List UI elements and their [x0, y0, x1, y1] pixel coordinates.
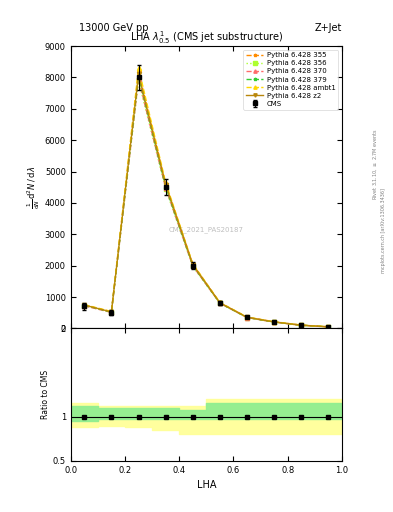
Pythia 6.428 370	[82, 303, 86, 309]
Pythia 6.428 ambt1	[299, 322, 303, 328]
Pythia 6.428 356	[244, 314, 250, 321]
Pythia 6.428 356	[109, 309, 114, 315]
Pythia 6.428 379	[326, 324, 331, 330]
Line: Pythia 6.428 ambt1: Pythia 6.428 ambt1	[82, 66, 331, 329]
Pythia 6.428 z2	[163, 182, 168, 188]
Pythia 6.428 356	[272, 319, 276, 325]
Pythia 6.428 ambt1	[190, 261, 195, 267]
Pythia 6.428 379	[109, 309, 114, 315]
Pythia 6.428 ambt1	[136, 65, 141, 71]
Pythia 6.428 355	[82, 302, 86, 308]
Pythia 6.428 356	[299, 322, 303, 328]
Pythia 6.428 355	[218, 300, 222, 306]
Pythia 6.428 370	[244, 314, 250, 321]
Pythia 6.428 370	[272, 319, 276, 325]
Pythia 6.428 379	[163, 184, 168, 190]
Pythia 6.428 356	[218, 300, 222, 306]
Pythia 6.428 z2	[299, 322, 303, 328]
Text: Rivet 3.1.10, $\geq$ 2.7M events: Rivet 3.1.10, $\geq$ 2.7M events	[371, 128, 379, 200]
Pythia 6.428 ambt1	[218, 300, 222, 306]
Pythia 6.428 z2	[82, 302, 86, 308]
Pythia 6.428 370	[299, 322, 303, 328]
Pythia 6.428 379	[82, 302, 86, 308]
Pythia 6.428 379	[272, 319, 276, 325]
Pythia 6.428 370	[218, 300, 222, 306]
Pythia 6.428 z2	[326, 324, 331, 330]
Pythia 6.428 370	[163, 185, 168, 191]
Pythia 6.428 z2	[136, 71, 141, 77]
Pythia 6.428 356	[136, 77, 141, 83]
Line: Pythia 6.428 379: Pythia 6.428 379	[82, 74, 331, 329]
Line: Pythia 6.428 z2: Pythia 6.428 z2	[82, 72, 331, 329]
Pythia 6.428 355	[109, 309, 114, 315]
Legend: Pythia 6.428 355, Pythia 6.428 356, Pythia 6.428 370, Pythia 6.428 379, Pythia 6: Pythia 6.428 355, Pythia 6.428 356, Pyth…	[243, 50, 338, 110]
Pythia 6.428 356	[190, 263, 195, 269]
Pythia 6.428 355	[244, 314, 250, 320]
Pythia 6.428 ambt1	[272, 318, 276, 325]
Pythia 6.428 379	[244, 314, 250, 321]
Pythia 6.428 356	[163, 186, 168, 192]
Pythia 6.428 379	[136, 73, 141, 79]
Pythia 6.428 ambt1	[326, 324, 331, 330]
Pythia 6.428 355	[299, 322, 303, 328]
Pythia 6.428 z2	[218, 300, 222, 306]
Pythia 6.428 370	[326, 324, 331, 330]
Pythia 6.428 z2	[109, 309, 114, 315]
Pythia 6.428 356	[82, 303, 86, 309]
Pythia 6.428 355	[163, 181, 168, 187]
Pythia 6.428 355	[136, 68, 141, 74]
Pythia 6.428 ambt1	[244, 314, 250, 320]
Pythia 6.428 379	[190, 262, 195, 268]
Text: Z+Jet: Z+Jet	[314, 23, 342, 33]
Pythia 6.428 355	[272, 319, 276, 325]
Pythia 6.428 z2	[272, 319, 276, 325]
Y-axis label: $\frac{1}{\mathrm{d}N}\,\mathrm{d}^2N\,/\,\mathrm{d}\lambda$: $\frac{1}{\mathrm{d}N}\,\mathrm{d}^2N\,/…	[26, 166, 42, 209]
Text: 13000 GeV pp: 13000 GeV pp	[79, 23, 148, 33]
Pythia 6.428 370	[190, 263, 195, 269]
Line: Pythia 6.428 355: Pythia 6.428 355	[82, 69, 331, 329]
Pythia 6.428 ambt1	[82, 302, 86, 308]
Title: LHA $\lambda^{1}_{0.5}$ (CMS jet substructure): LHA $\lambda^{1}_{0.5}$ (CMS jet substru…	[130, 29, 283, 46]
Pythia 6.428 z2	[190, 262, 195, 268]
Pythia 6.428 370	[136, 76, 141, 82]
Line: Pythia 6.428 370: Pythia 6.428 370	[82, 77, 331, 329]
Pythia 6.428 ambt1	[109, 308, 114, 314]
Pythia 6.428 379	[218, 300, 222, 306]
Pythia 6.428 z2	[244, 314, 250, 321]
X-axis label: LHA: LHA	[196, 480, 216, 490]
Text: CMS_2021_PAS20187: CMS_2021_PAS20187	[169, 226, 244, 233]
Pythia 6.428 370	[109, 309, 114, 315]
Pythia 6.428 379	[299, 322, 303, 328]
Pythia 6.428 356	[326, 324, 331, 330]
Pythia 6.428 355	[326, 324, 331, 330]
Y-axis label: Ratio to CMS: Ratio to CMS	[41, 370, 50, 419]
Text: mcplots.cern.ch [arXiv:1306.3436]: mcplots.cern.ch [arXiv:1306.3436]	[381, 188, 386, 273]
Line: Pythia 6.428 356: Pythia 6.428 356	[82, 78, 331, 329]
Pythia 6.428 ambt1	[163, 180, 168, 186]
Pythia 6.428 355	[190, 261, 195, 267]
